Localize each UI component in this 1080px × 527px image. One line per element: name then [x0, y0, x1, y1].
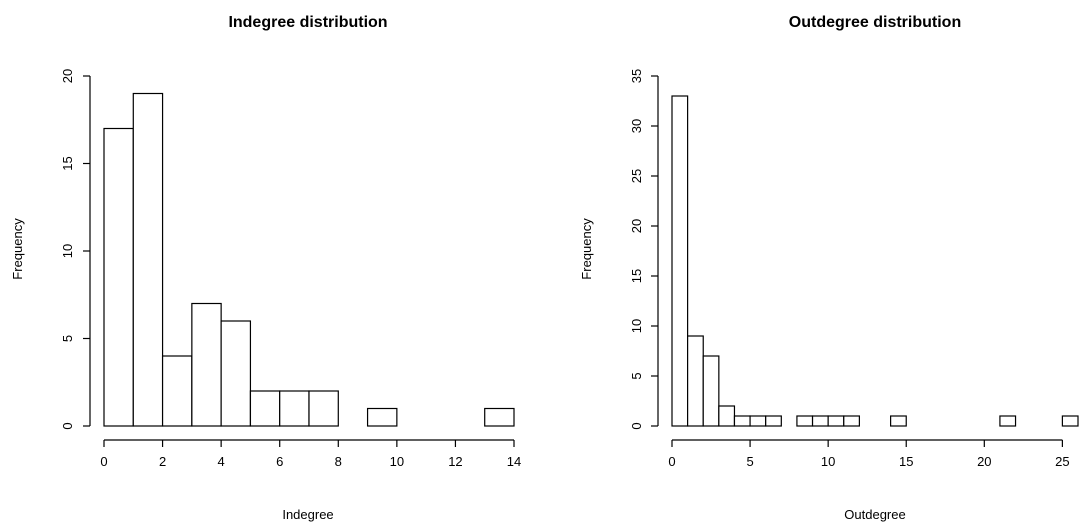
indegree-x-tick-label-0: 0	[100, 454, 107, 469]
outdegree-y-axis-label: Frequency	[579, 218, 594, 280]
indegree-histogram-panel: Indegree distribution Indegree Frequency…	[10, 14, 521, 522]
outdegree-bar-11	[843, 415, 860, 427]
indegree-bar-6	[279, 390, 310, 427]
outdegree-histogram-panel: Outdegree distribution Outdegree Frequen…	[579, 14, 1079, 522]
outdegree-x-tick-label-0: 0	[668, 454, 675, 469]
outdegree-x-tick-label-3: 15	[899, 454, 913, 469]
outdegree-bars	[671, 95, 1079, 427]
indegree-bar-13	[484, 407, 515, 427]
outdegree-x-tick-label-2: 10	[821, 454, 835, 469]
indegree-x-tick-label-7: 14	[507, 454, 521, 469]
outdegree-bar-6	[765, 415, 782, 427]
outdegree-bar-0	[671, 95, 689, 427]
outdegree-x-tick-label-5: 25	[1055, 454, 1069, 469]
indegree-y-tick-label-3: 15	[60, 156, 75, 170]
outdegree-y-axis: 0 5 10 15 20 25 30 35	[629, 69, 659, 430]
indegree-y-tick-label-1: 5	[60, 335, 75, 342]
indegree-bars	[103, 92, 515, 427]
outdegree-y-tick-label-4: 20	[629, 219, 644, 233]
indegree-x-tick-label-4: 8	[335, 454, 342, 469]
outdegree-x-tick-label-1: 5	[746, 454, 753, 469]
outdegree-bar-2	[702, 355, 720, 427]
outdegree-y-tick-label-3: 15	[629, 269, 644, 283]
outdegree-y-tick-label-1: 5	[629, 372, 644, 379]
outdegree-bar-14	[890, 415, 907, 427]
outdegree-y-tick-label-7: 35	[629, 69, 644, 83]
outdegree-bar-10	[827, 415, 845, 427]
outdegree-bar-5	[749, 415, 767, 427]
indegree-x-axis-label: Indegree	[282, 507, 333, 522]
indegree-x-tick-label-6: 12	[448, 454, 462, 469]
indegree-bar-2	[161, 355, 193, 427]
indegree-y-tick-label-2: 10	[60, 244, 75, 258]
indegree-y-tick-label-4: 20	[60, 69, 75, 83]
outdegree-y-tick-label-2: 10	[629, 319, 644, 333]
indegree-bar-7	[308, 390, 339, 427]
indegree-bar-1	[132, 92, 164, 427]
indegree-bar-9	[366, 407, 398, 427]
indegree-x-tick-label-2: 4	[218, 454, 225, 469]
outdegree-y-tick-label-6: 30	[629, 119, 644, 133]
indegree-chart-title: Indegree distribution	[228, 14, 387, 31]
indegree-bar-5	[249, 390, 281, 427]
outdegree-x-axis: 0 5 10 15 20 25	[668, 439, 1070, 469]
outdegree-x-axis-label: Outdegree	[844, 507, 905, 522]
outdegree-bar-9	[811, 415, 829, 427]
indegree-x-tick-label-3: 6	[276, 454, 283, 469]
indegree-y-tick-label-0: 0	[60, 422, 75, 429]
outdegree-bar-21	[999, 415, 1017, 427]
indegree-x-tick-label-5: 10	[390, 454, 404, 469]
indegree-y-axis: 0 5 10 15 20	[60, 69, 91, 430]
outdegree-x-tick-label-4: 20	[977, 454, 991, 469]
outdegree-y-tick-label-5: 25	[629, 169, 644, 183]
indegree-bar-3	[191, 302, 222, 427]
outdegree-bar-8	[796, 415, 814, 427]
outdegree-chart-title: Outdegree distribution	[789, 14, 961, 31]
outdegree-bar-1	[687, 335, 704, 427]
indegree-bar-0	[103, 127, 134, 427]
outdegree-bar-3	[718, 405, 736, 427]
outdegree-y-tick-label-0: 0	[629, 422, 644, 429]
indegree-y-axis-label: Frequency	[10, 218, 25, 280]
outdegree-bar-25	[1061, 415, 1079, 427]
indegree-bar-4	[220, 320, 252, 427]
outdegree-bar-4	[733, 415, 751, 427]
indegree-x-tick-label-1: 2	[159, 454, 166, 469]
indegree-x-axis: 0 2 4 6 8 10 12 14	[100, 439, 521, 469]
